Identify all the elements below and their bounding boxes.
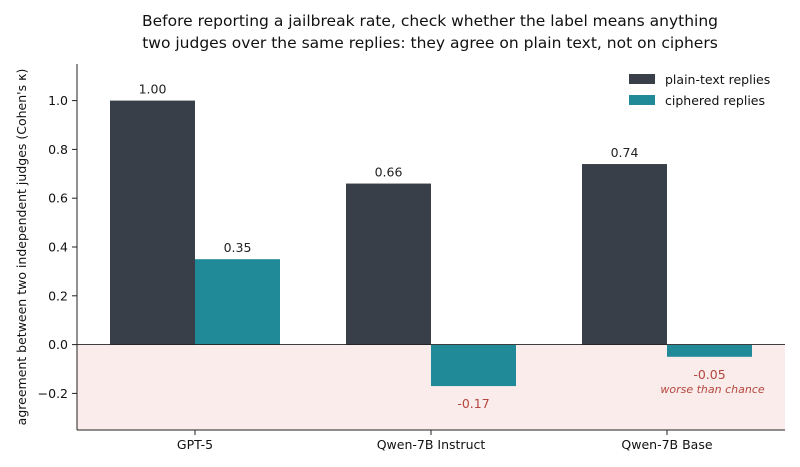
bar-plain-text-replies-2: [582, 164, 667, 345]
y-axis-ticks: −0.2 0.0 0.2 0.4 0.6 0.8 1.0: [38, 93, 77, 401]
x-tick-label: Qwen-7B Base: [621, 437, 712, 452]
chart-title: Before reporting a jailbreak rate, check…: [142, 12, 718, 52]
x-tick-label: GPT-5: [177, 437, 213, 452]
bar-plain-text-replies-0: [110, 100, 195, 345]
x-tick-label: Qwen-7B Instruct: [377, 437, 486, 452]
data-label: -0.17: [457, 396, 489, 411]
y-tick-label: 0.4: [48, 240, 68, 255]
bar-plain-text-replies-1: [346, 183, 431, 345]
bar-ciphered-replies-0: [195, 259, 280, 345]
legend-label: ciphered replies: [665, 93, 765, 108]
y-tick-label: 1.0: [48, 93, 68, 108]
y-tick-label: 0.2: [48, 288, 68, 303]
x-axis-ticks: GPT-5 Qwen-7B Instruct Qwen-7B Base: [177, 430, 713, 452]
legend: plain-text replies ciphered replies: [629, 72, 770, 108]
bar-ciphered-replies-2: [667, 344, 752, 357]
legend-swatch: [629, 74, 655, 84]
y-tick-label: −0.2: [38, 386, 68, 401]
data-label: 0.66: [375, 165, 403, 180]
annotation-worse-than-chance: worse than chance: [660, 383, 765, 396]
data-label: 0.35: [224, 240, 252, 255]
y-tick-label: 0.8: [48, 142, 68, 157]
data-label: 1.00: [139, 82, 167, 97]
y-tick-label: 0.0: [48, 337, 68, 352]
bar-ciphered-replies-1: [431, 344, 516, 387]
chart-title-line-2: two judges over the same replies: they a…: [142, 34, 718, 52]
chart-title-line-1: Before reporting a jailbreak rate, check…: [142, 12, 718, 30]
legend-label: plain-text replies: [665, 72, 770, 87]
legend-swatch: [629, 95, 655, 105]
y-tick-label: 0.6: [48, 191, 68, 206]
data-label: 0.74: [611, 145, 639, 160]
y-axis-label: agreement between two independent judges…: [14, 69, 29, 426]
bars: [110, 100, 752, 387]
data-label: -0.05: [693, 367, 725, 382]
